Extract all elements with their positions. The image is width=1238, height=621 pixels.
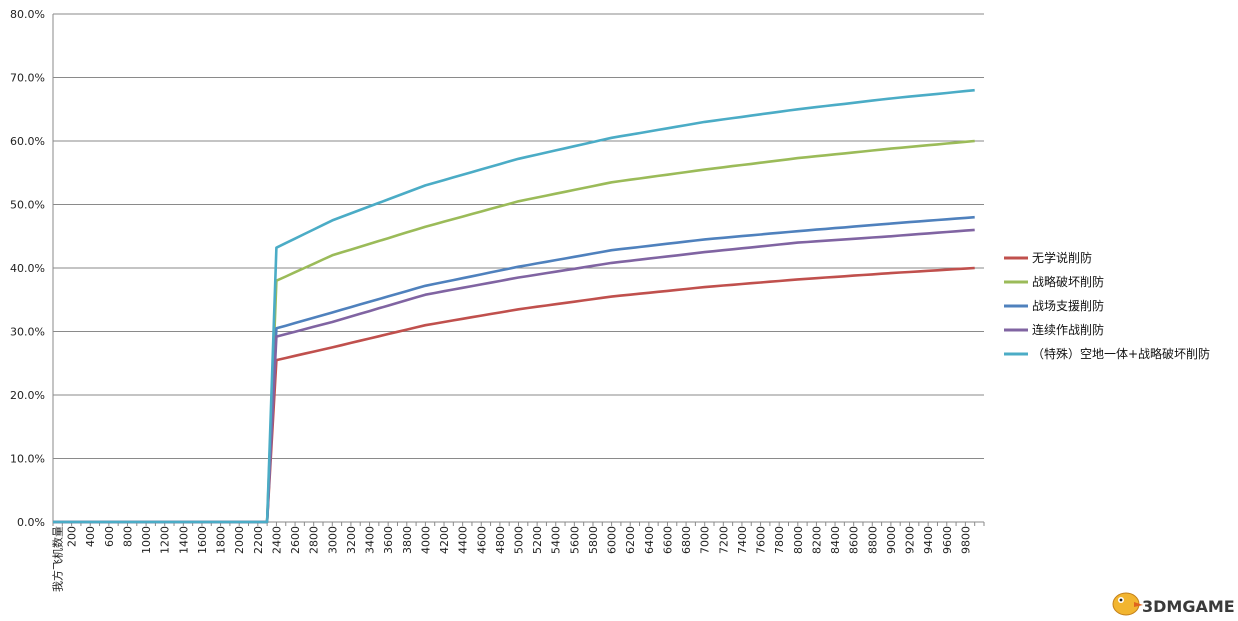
x-tick-label: 8800 <box>866 526 879 554</box>
x-tick-label: 5800 <box>587 526 600 554</box>
x-tick-label: 4800 <box>494 526 507 554</box>
x-tick-label: 200 <box>66 526 79 547</box>
x-tick-label: 1200 <box>159 526 172 554</box>
y-tick-label: 20.0% <box>10 389 45 402</box>
x-tick-label: 9800 <box>959 526 972 554</box>
y-tick-label: 80.0% <box>10 8 45 21</box>
legend-label: 战略破坏削防 <box>1032 274 1104 289</box>
x-tick-label: 9200 <box>904 526 917 554</box>
y-tick-label: 0.0% <box>17 516 45 529</box>
x-tick-label: 2000 <box>233 526 246 554</box>
x-axis: 我方飞机数量 200 400 600 800 1000 1200 1400 1600 1800 20… <box>51 521 985 592</box>
series-line-2 <box>53 215 975 524</box>
series-group <box>53 88 975 524</box>
x-tick-label: 3800 <box>401 526 414 554</box>
bird-mascot-icon <box>1112 592 1143 616</box>
x-tick-label: 6600 <box>661 526 674 554</box>
watermark-text: 3DMGAME <box>1142 597 1235 616</box>
y-axis: 0.0% 10.0% 20.0% 30.0% 40.0% 50.0% 60.0% 70.0% 8… <box>10 8 54 529</box>
x-tick-label: 6400 <box>643 526 656 554</box>
x-tick-label: 4000 <box>419 526 432 554</box>
x-tick-label: 8400 <box>829 526 842 554</box>
y-tick-label: 40.0% <box>10 262 45 275</box>
x-tick-label: 400 <box>84 526 97 547</box>
x-tick-label: 7800 <box>773 526 786 554</box>
legend-label: 战场支援削防 <box>1032 298 1104 313</box>
x-tick-label: 2600 <box>289 526 302 554</box>
x-tick-label: 2200 <box>252 526 265 554</box>
x-tick-label: 5600 <box>568 526 581 554</box>
x-tick-label: 7400 <box>736 526 749 554</box>
x-tick-label: 9000 <box>885 526 898 554</box>
x-tick-label: 3200 <box>345 526 358 554</box>
x-tick-label: 8000 <box>792 526 805 554</box>
x-tick-label: 6200 <box>624 526 637 554</box>
x-tick-label: 6000 <box>606 526 619 554</box>
x-tick-label: 3400 <box>364 526 377 554</box>
x-tick-label: 3600 <box>382 526 395 554</box>
x-tick-label: 8600 <box>848 526 861 554</box>
x-tick-label: 9600 <box>941 526 954 554</box>
y-tick-label: 60.0% <box>10 135 45 148</box>
x-tick-label: 4600 <box>475 526 488 554</box>
x-tick-label: 6800 <box>680 526 693 554</box>
series-line-4 <box>53 88 975 524</box>
legend-label: 无学说削防 <box>1032 250 1092 265</box>
y-tick-label: 70.0% <box>10 72 45 85</box>
x-tick-label: 2400 <box>270 526 283 554</box>
legend-label: （特殊）空地一体+战略破坏削防 <box>1032 346 1210 361</box>
x-tick-label: 7000 <box>699 526 712 554</box>
x-tick-label: 1600 <box>196 526 209 554</box>
x-tick-label: 1000 <box>140 526 153 554</box>
x-tick-label: 2800 <box>308 526 321 554</box>
series-line-3 <box>53 228 975 524</box>
x-tick-label: 5000 <box>513 526 526 554</box>
x-tick-label: 5400 <box>550 526 563 554</box>
x-tick-label: 7200 <box>717 526 730 554</box>
watermark: 3DMGAME <box>1112 592 1235 616</box>
x-tick-label: 9400 <box>922 526 935 554</box>
x-tick-label: 7600 <box>755 526 768 554</box>
x-tick-label: 600 <box>103 526 116 547</box>
x-tick-label: 5200 <box>531 526 544 554</box>
x-tick-label: 3000 <box>326 526 339 554</box>
y-tick-label: 10.0% <box>10 453 45 466</box>
legend-label: 连续作战削防 <box>1032 322 1104 337</box>
x-tick-label: 4400 <box>457 526 470 554</box>
x-tick-label: 1400 <box>177 526 190 554</box>
x-axis-first-label: 我方飞机数量 <box>51 526 65 592</box>
x-tick-label: 800 <box>121 526 134 547</box>
x-tick-label: 8200 <box>810 526 823 554</box>
y-tick-label: 30.0% <box>10 326 45 339</box>
x-tick-label: 1800 <box>215 526 228 554</box>
y-tick-label: 50.0% <box>10 199 45 212</box>
x-tick-label: 4200 <box>438 526 451 554</box>
